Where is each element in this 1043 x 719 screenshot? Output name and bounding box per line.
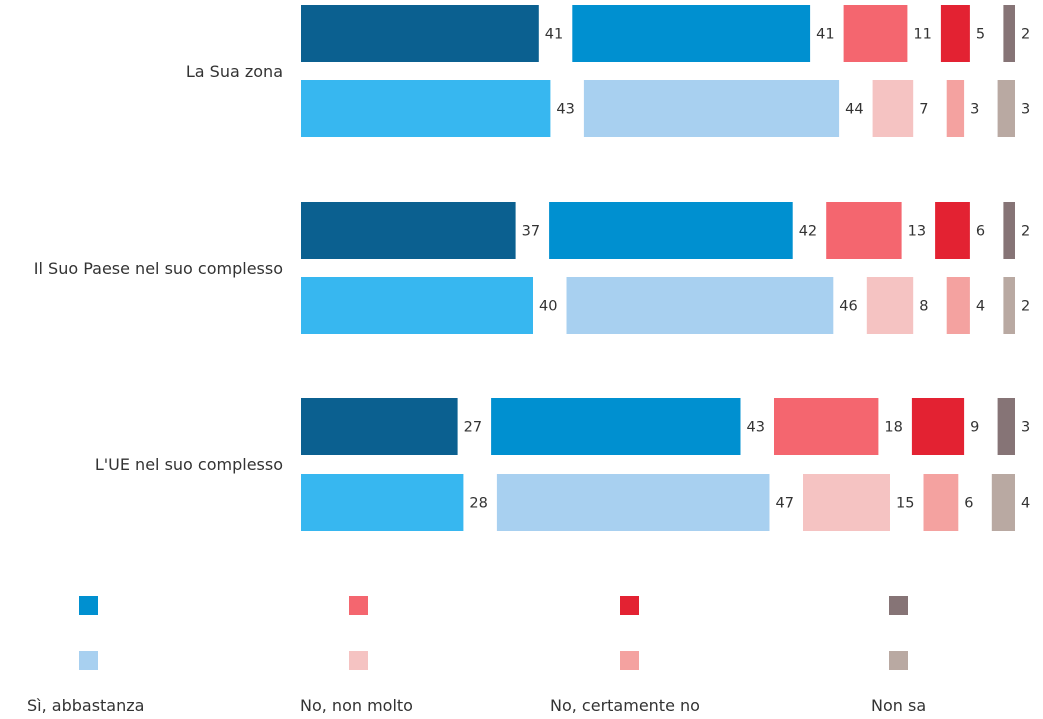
bar-segment <box>997 398 1015 455</box>
value-label: 5 <box>976 27 985 43</box>
bar-segment <box>774 398 879 455</box>
value-label: 15 <box>896 496 914 512</box>
legend-swatch <box>620 596 639 615</box>
value-label: 3 <box>970 102 979 118</box>
value-label: 4 <box>976 299 985 315</box>
legend-label: Non sa <box>871 696 926 715</box>
category-label: L'UE nel suo complesso <box>95 455 283 474</box>
bar-segment <box>583 80 840 137</box>
bar-segment <box>1003 277 1015 334</box>
legend-swatch <box>79 651 98 670</box>
legend-label: Sì, abbastanza <box>27 696 144 715</box>
bar-segment <box>946 277 970 334</box>
value-label: 18 <box>884 420 902 436</box>
bar-segment <box>872 80 914 137</box>
value-label: 13 <box>908 224 926 240</box>
bar-segment <box>301 202 516 259</box>
bar-segment <box>301 80 551 137</box>
value-label: 28 <box>469 496 487 512</box>
value-label: 8 <box>919 299 928 315</box>
value-label: 40 <box>539 299 557 315</box>
bar-segment <box>301 5 539 62</box>
value-label: 2 <box>1021 224 1030 240</box>
legend-swatch <box>889 596 908 615</box>
value-label: 7 <box>919 102 928 118</box>
bar-segment <box>803 474 890 531</box>
value-label: 43 <box>747 420 765 436</box>
bar-segment <box>549 202 793 259</box>
bar-segment <box>940 5 970 62</box>
bar-segment <box>866 277 914 334</box>
value-label: 3 <box>1021 102 1030 118</box>
value-label: 27 <box>464 420 482 436</box>
bar-segment <box>997 80 1015 137</box>
bar-segment <box>566 277 834 334</box>
value-label: 47 <box>776 496 794 512</box>
bar-segment <box>491 398 741 455</box>
value-label: 42 <box>799 224 817 240</box>
legend-swatch <box>620 651 639 670</box>
bar-segment <box>301 474 464 531</box>
value-label: 6 <box>964 496 973 512</box>
bar-segment <box>946 80 965 137</box>
value-label: 43 <box>556 102 574 118</box>
value-label: 37 <box>522 224 540 240</box>
bar-segment <box>911 398 965 455</box>
legend-swatch <box>349 651 368 670</box>
legend-label: No, certamente no <box>550 696 700 715</box>
value-label: 3 <box>1021 420 1030 436</box>
bar-segment <box>923 474 959 531</box>
value-label: 2 <box>1021 299 1030 315</box>
bar-segment <box>301 277 533 334</box>
value-label: 46 <box>839 299 857 315</box>
bar-segment <box>991 474 1015 531</box>
category-label: La Sua zona <box>186 62 283 81</box>
category-label: Il Suo Paese nel suo complesso <box>34 259 283 278</box>
value-label: 4 <box>1021 496 1030 512</box>
value-label: 2 <box>1021 27 1030 43</box>
bar-segment <box>301 398 458 455</box>
bar-segment <box>1003 5 1015 62</box>
bar-segment <box>843 5 908 62</box>
legend-swatch <box>349 596 368 615</box>
bar-segment <box>935 202 970 259</box>
bar-segment <box>1003 202 1015 259</box>
value-label: 6 <box>976 224 985 240</box>
value-label: 9 <box>970 420 979 436</box>
legend-swatch <box>889 651 908 670</box>
value-label: 41 <box>545 27 563 43</box>
bar-segment <box>572 5 811 62</box>
legend-label: No, non molto <box>300 696 413 715</box>
value-label: 44 <box>845 102 863 118</box>
value-label: 41 <box>816 27 834 43</box>
legend-swatch <box>79 596 98 615</box>
value-label: 11 <box>913 27 931 43</box>
bar-segment <box>496 474 770 531</box>
bar-segment <box>826 202 902 259</box>
